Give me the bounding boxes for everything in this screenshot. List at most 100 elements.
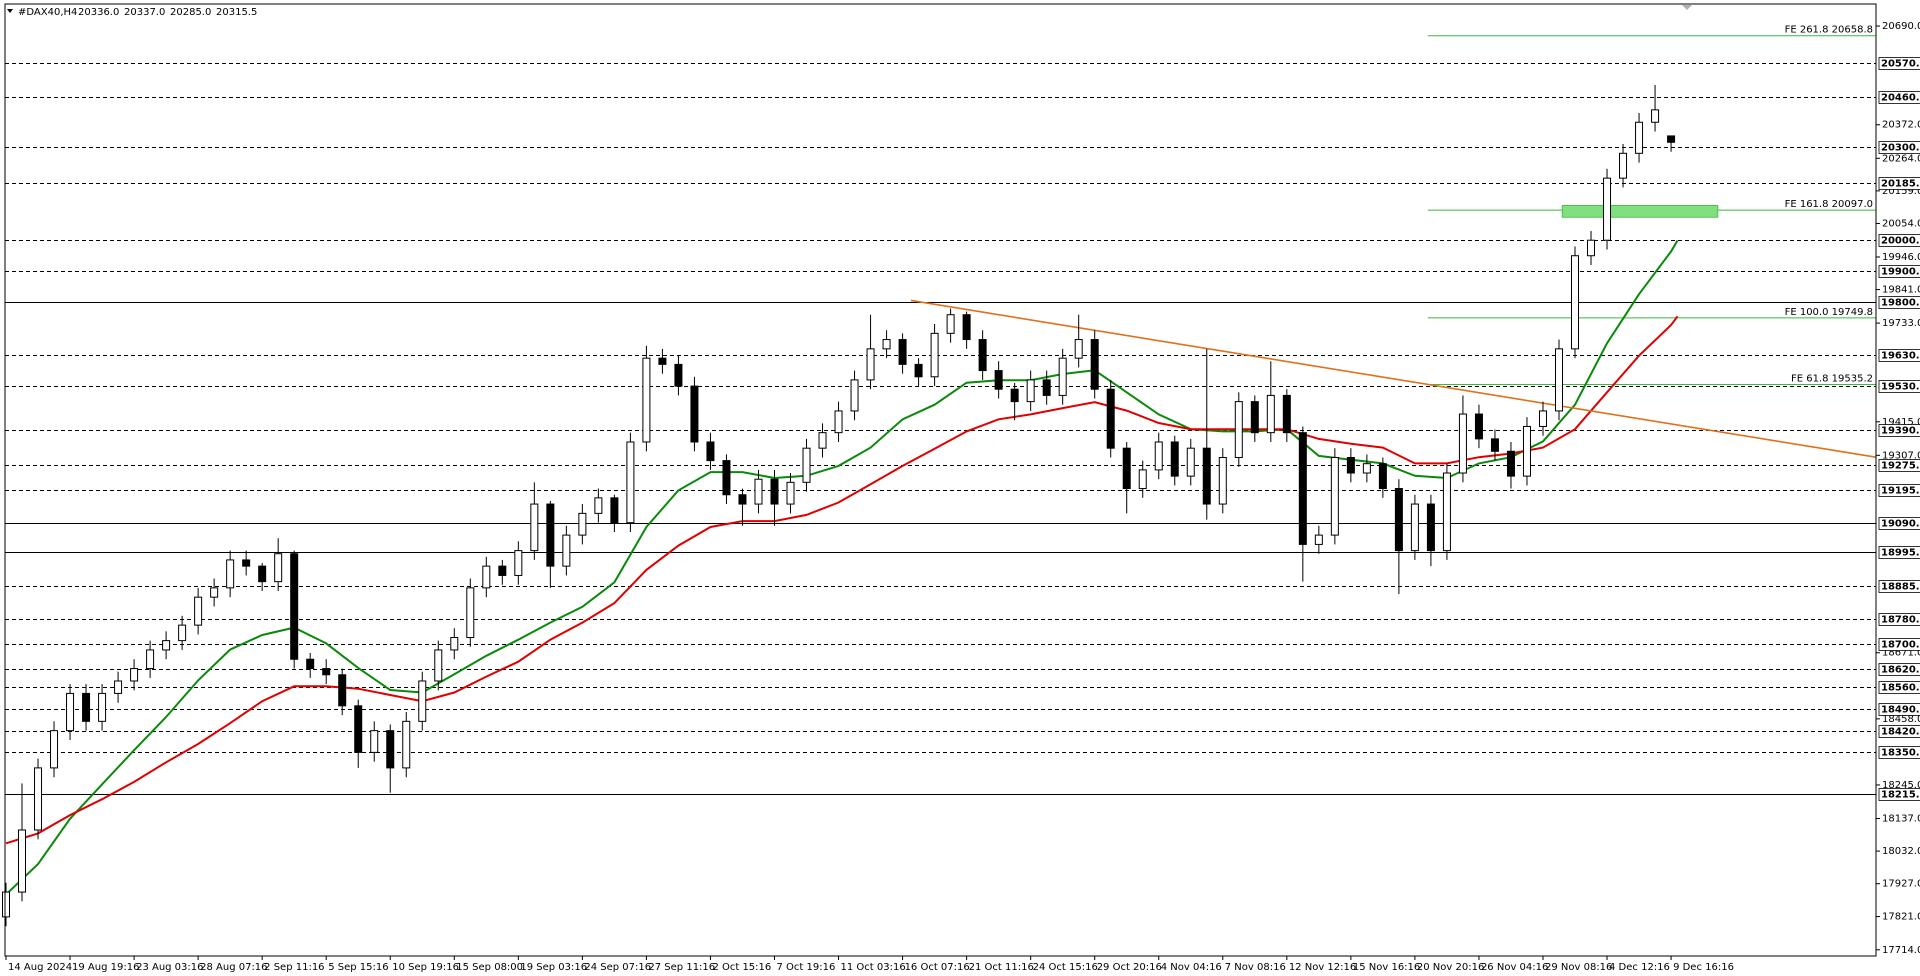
level-label: 20000.0 [1881, 236, 1920, 247]
candle-body [834, 410, 843, 434]
x-tick-label: 16 Oct 07:16 [905, 962, 970, 973]
y-tick-label: 19841.0 [1882, 285, 1920, 296]
level-label-box [1878, 725, 1920, 738]
candle-body [530, 503, 539, 552]
candle-body [1346, 456, 1355, 474]
candle-body [1506, 450, 1515, 477]
level-label: 20460.0 [1881, 93, 1920, 104]
candle-body [1426, 503, 1435, 552]
candle-body [1218, 456, 1227, 505]
level-label: 18560.0 [1881, 683, 1920, 694]
x-tick-label: 4 Dec 12:16 [1609, 962, 1670, 973]
level-label-box [1878, 380, 1920, 393]
data-layer: FE 261.8 20658.8 FE 161.8 20097.0 FE 100.0… [2, 25, 1877, 927]
candle-body [194, 596, 203, 626]
shift-marker[interactable] [1682, 5, 1692, 10]
candle-body [786, 481, 795, 505]
level-label: 19090.0 [1881, 519, 1920, 530]
moving-average [5, 239, 1679, 896]
candle-body [690, 385, 699, 443]
menu-arrow[interactable] [7, 9, 13, 13]
candle-body [1538, 410, 1547, 427]
candle-body [642, 357, 651, 443]
candle-body [306, 658, 315, 670]
plot-frame [4, 3, 1877, 957]
candle-body [34, 767, 43, 831]
level-label-box [1878, 234, 1920, 247]
x-tick-label: 10 Sep 19:16 [392, 962, 459, 973]
candle-body [2, 891, 10, 918]
candle-body [1587, 239, 1596, 257]
y-tick-label: 17821.0 [1882, 912, 1920, 923]
candle-body [1522, 425, 1531, 477]
candle-body [1378, 463, 1387, 490]
x-tick-label: 4 Nov 04:16 [1161, 962, 1222, 973]
y-tick-label: 20372.0 [1882, 120, 1920, 131]
level-label: 19275.0 [1881, 461, 1920, 472]
candle-body [162, 640, 171, 651]
level-label: 18700.0 [1881, 640, 1920, 651]
candle-body [210, 587, 219, 598]
candle-body [1154, 441, 1163, 471]
candle-body [370, 730, 379, 753]
candle-body [450, 637, 459, 651]
level-label-box [1878, 484, 1920, 497]
candle-body [1571, 255, 1580, 350]
candle-body [1058, 357, 1067, 396]
x-tick-label: 5 Sep 15:16 [328, 962, 388, 973]
level-label-box [1878, 638, 1920, 651]
candle-body [818, 432, 827, 449]
y-tick-label: 19307.0 [1882, 450, 1920, 461]
candle-body [594, 497, 603, 514]
candle-body [1442, 472, 1451, 552]
candle-body [226, 559, 235, 589]
candle-body [562, 534, 571, 567]
level-label: 19630.0 [1881, 351, 1920, 362]
candle-body [722, 460, 731, 496]
level-label: 18420.0 [1881, 727, 1920, 738]
candle-body [802, 447, 811, 483]
x-tick-label: 20 Nov 20:16 [1417, 962, 1484, 973]
candle-body [706, 441, 715, 462]
level-label: 19800.0 [1881, 298, 1920, 309]
candle-body [1186, 447, 1195, 477]
candle-body [1458, 413, 1467, 474]
level-label-box [1878, 746, 1920, 759]
level-label: 19195.0 [1881, 486, 1920, 497]
candle-body [290, 553, 299, 660]
level-label: 18780.0 [1881, 615, 1920, 626]
level-label: 19530.0 [1881, 382, 1920, 393]
candle-body [546, 503, 555, 567]
candle-body [402, 720, 411, 769]
x-tick-label: 11 Oct 03:16 [841, 962, 906, 973]
x-tick-label: 19 Aug 19:16 [72, 962, 139, 973]
candle-body [674, 363, 683, 387]
level-label: 18885.0 [1881, 582, 1920, 593]
x-tick-label: 15 Nov 16:16 [1353, 962, 1420, 973]
candle-body [930, 332, 939, 378]
candle-body [1282, 394, 1291, 434]
levels-layer [5, 63, 1876, 795]
candle-body [1106, 388, 1115, 449]
candle-body [658, 357, 667, 365]
x-tick-label: 21 Oct 11:16 [969, 962, 1034, 973]
y-tick-label: 20690.0 [1882, 21, 1920, 32]
candle-body [978, 339, 987, 372]
candle-body [738, 494, 747, 505]
candle-body [1170, 441, 1179, 477]
y-tick-label: 20159.0 [1882, 186, 1920, 197]
level-label-box [1878, 91, 1920, 104]
quote-low: 20285.0 [170, 7, 211, 18]
level-label-box [1878, 296, 1920, 309]
candle-body [418, 680, 427, 722]
level-label-box [1878, 459, 1920, 472]
candle-body [386, 730, 395, 769]
x-tick-label: 28 Aug 07:16 [200, 962, 267, 973]
y-tick-label: 19733.0 [1882, 318, 1920, 329]
level-label-box [1878, 580, 1920, 593]
level-label: 18350.0 [1881, 748, 1920, 759]
level-label-box [1878, 663, 1920, 676]
fib-label: FE 161.8 20097.0 [1785, 199, 1873, 210]
